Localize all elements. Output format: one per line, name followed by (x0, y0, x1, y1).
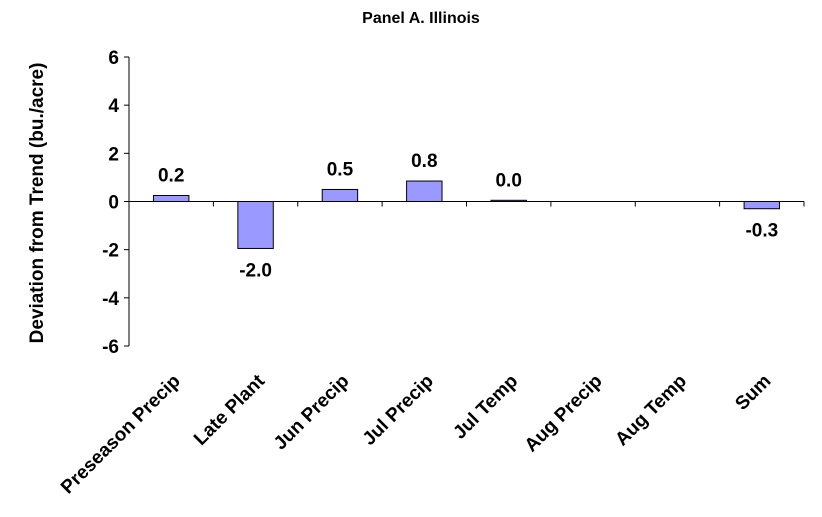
x-tick-label: Jul Temp (449, 371, 522, 444)
data-label: 0.8 (411, 151, 437, 172)
bar (152, 194, 190, 203)
data-label: -0.3 (745, 221, 778, 242)
x-tick-label: Aug Temp (611, 371, 691, 451)
y-tick-label: -4 (102, 289, 119, 310)
x-tick-label: Sum (731, 371, 775, 415)
x-tick-labels: Preseason Precip Late Plant Jun Precip Jul … (57, 370, 775, 498)
x-tick-label: Preseason Precip (57, 371, 185, 499)
data-label: 0.0 (495, 170, 521, 191)
y-tick-label: -2 (102, 241, 119, 262)
bars (152, 180, 781, 249)
y-tick-label: -6 (102, 337, 119, 358)
data-label: -2.0 (239, 260, 272, 281)
y-tick-label: 0 (108, 193, 119, 214)
axes (124, 56, 805, 347)
bar (406, 180, 443, 202)
bar (237, 201, 274, 249)
data-labels: 0.2 -2.0 0.5 0.8 0.0 -0.3 (158, 151, 778, 281)
bar (490, 199, 527, 203)
chart-title: Panel A. Illinois (362, 10, 480, 27)
data-label: 0.2 (158, 165, 184, 186)
bar (743, 201, 781, 210)
data-label: 0.5 (327, 159, 354, 180)
y-axis-label: Deviation from Trend (bu./acre) (27, 63, 48, 344)
x-tick-label: Aug Precip (521, 371, 607, 457)
x-tick-label: Late Plant (190, 370, 270, 450)
y-tick-label: 4 (108, 96, 119, 117)
y-tick-labels: -6 -4 -2 0 2 4 6 (102, 48, 119, 358)
x-tick-label: Jun Precip (270, 371, 354, 455)
bar (321, 188, 359, 202)
y-tick-label: 2 (108, 144, 119, 165)
x-tick-label: Jul Precip (359, 371, 438, 450)
y-tick-label: 6 (108, 48, 119, 69)
